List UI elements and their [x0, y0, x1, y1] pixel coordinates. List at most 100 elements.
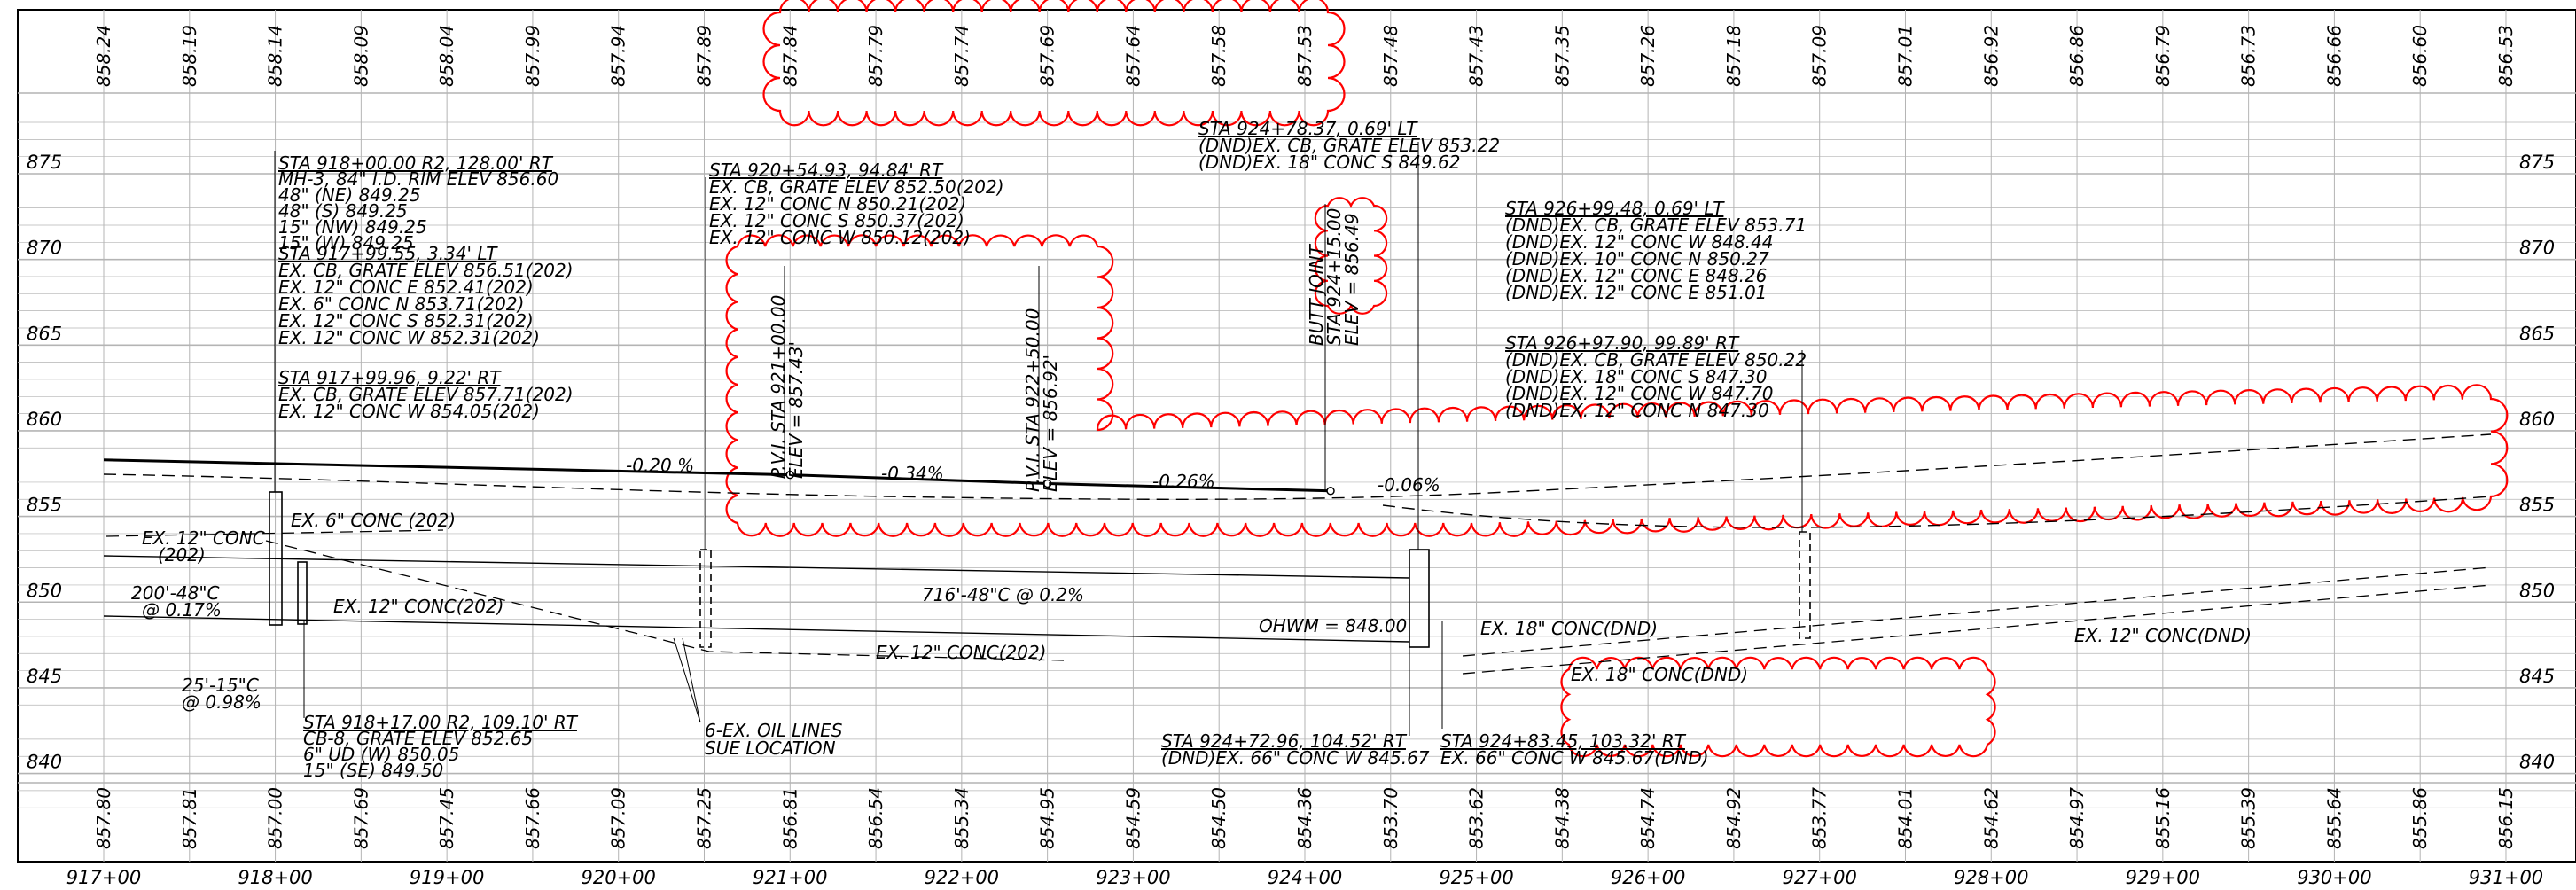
station-label: 922+00: [925, 867, 999, 888]
grade-label: -0.20 %: [626, 455, 694, 476]
top-elevation-label: 857.89: [693, 25, 714, 87]
elevation-label-right: 850: [2519, 580, 2555, 601]
bottom-elevation-label: 857.00: [265, 787, 286, 849]
revision-cloud-top: [762, 0, 1346, 127]
top-elevation-label: 857.53: [1294, 25, 1315, 87]
bottom-elevation-label: 856.15: [2495, 787, 2517, 849]
structure-cb8: [297, 561, 308, 625]
bottom-elevation-label: 857.25: [693, 787, 714, 849]
callout-cb-917-99-55-line: EX. 12" CONC E 852.41(202): [278, 277, 534, 298]
callout-cb-924-78-line: STA 924+78.37, 0.69' LT: [1198, 118, 1418, 139]
top-elevation-label: 856.79: [2152, 25, 2174, 87]
pipe-label: EX. 18" CONC(DND): [1480, 618, 1658, 639]
grade-label: -0.06%: [1378, 474, 1440, 496]
callout-mh3-line: 15" (W) 849.25: [278, 232, 414, 254]
station-label: 928+00: [1954, 867, 2028, 888]
bottom-elevation-label: 854.62: [1980, 787, 2002, 849]
callout-cb-917-99-55-line: EX. 6" CONC N 853.71(202): [278, 293, 524, 315]
top-elevation-label: 858.09: [350, 25, 371, 87]
pipe-ex18-right: [1462, 584, 2492, 675]
pipe-label: @ 0.98%: [182, 691, 262, 713]
elevation-label-left: 840: [27, 752, 62, 773]
pvi-label: P.V.I. STA 921+00.00: [768, 295, 789, 479]
bottom-elevation-label: 856.81: [779, 787, 800, 849]
station-label: 929+00: [2126, 867, 2200, 888]
leader-line: [673, 637, 701, 723]
bottom-elevation-label: 857.80: [93, 787, 114, 849]
callout-cb-917-99-96-line: EX. 12" CONC W 854.05(202): [278, 401, 540, 422]
callout-cb-917-99-96-line: STA 917+99.96, 9.22' RT: [278, 367, 502, 388]
station-label: 926+00: [1611, 867, 1685, 888]
grade-label: -0.26%: [1152, 471, 1215, 492]
bottom-elevation-label: 857.66: [522, 787, 543, 849]
callout-mh3-line: MH-3, 84" I.D. RIM ELEV 856.60: [278, 168, 558, 190]
top-elevation-label: 857.01: [1894, 25, 1916, 87]
callout-cb-926-97-line: (DND)EX. CB, GRATE ELEV 850.22: [1505, 349, 1807, 371]
existing-ground-line-lower: [1382, 496, 2492, 528]
sheet-border: [17, 9, 2576, 863]
pipe-label: 716'-48"C @ 0.2%: [922, 584, 1084, 605]
top-elevation-label: 856.66: [2323, 25, 2345, 87]
bottom-elevation-label: 855.64: [2323, 787, 2345, 849]
callout-cb-926-99-line: (DND)EX. 12" CONC E 848.26: [1505, 265, 1767, 286]
callout-cb-926-97-line: (DND)EX. 12" CONC N 847.30: [1505, 400, 1769, 421]
bottom-elevation-label: 854.92: [1723, 787, 1745, 849]
bottom-elevation-label: 857.09: [608, 787, 629, 849]
pipe-ex12-mid: [265, 540, 1065, 661]
callout-cb-920-54-line: EX. CB, GRATE ELEV 852.50(202): [709, 176, 1004, 198]
pipe-label: EX. 12" CONC(202): [333, 596, 503, 617]
bottom-elevation-label: 854.97: [2066, 787, 2088, 849]
callout-cb8-line: 6" UD (W) 850.05: [303, 744, 459, 765]
top-elevation-label: 858.14: [265, 25, 286, 87]
pipe-label: 25'-15"C: [182, 675, 259, 696]
callout-cb8-line: 15" (SE) 849.50: [303, 760, 443, 781]
pipe-label: EX. 12" CONC(202): [876, 642, 1046, 663]
butt-joint-label: STA 924+15.00: [1323, 208, 1345, 346]
callout-st-924-72-line: STA 924+72.96, 104.52' RT: [1161, 730, 1408, 752]
pvi-elev-label: ELEV = 857.43': [785, 341, 807, 479]
callout-st-924-83-line: STA 924+83.45, 103.32' RT: [1440, 730, 1687, 752]
structure-924: [1409, 549, 1430, 648]
callout-mh3-line: 15" (NW) 849.25: [278, 216, 427, 238]
grade-label: -0.34%: [881, 463, 944, 484]
pvi-point: [1326, 487, 1335, 496]
pvi-elev-label: ELEV = 856.92': [1040, 355, 1061, 492]
top-elevation-label: 857.69: [1037, 25, 1058, 87]
elevation-label-right: 865: [2519, 323, 2555, 344]
butt-joint-label: BUTT JOINT: [1306, 243, 1327, 346]
station-label: 918+00: [238, 867, 312, 888]
callout-cb-917-99-55-line: EX. 12" CONC S 852.31(202): [278, 310, 534, 332]
pipe-label: OHWM = 848.00: [1259, 615, 1407, 636]
top-elevation-label: 856.73: [2238, 25, 2260, 87]
callout-st-924-83-line: EX. 66" CONC W 845.67(DND): [1440, 747, 1709, 769]
callout-cb-917-99-55-line: EX. 12" CONC W 852.31(202): [278, 327, 540, 348]
top-elevation-label: 856.60: [2409, 25, 2431, 87]
bottom-elevation-label: 853.70: [1380, 787, 1401, 849]
callout-cb-920-54-line: EX. 12" CONC W 850.12(202): [709, 227, 971, 248]
top-elevation-label: 856.86: [2066, 25, 2088, 87]
bottom-elevation-label: 854.74: [1637, 787, 1659, 849]
callout-cb-926-97-line: (DND)EX. 12" CONC W 847.70: [1505, 383, 1774, 404]
top-elevation-label: 857.09: [1809, 25, 1831, 87]
station-label: 927+00: [1782, 867, 1856, 888]
drawing-marks: [103, 0, 2509, 758]
revision-cloud-lower: [1560, 656, 1996, 758]
station-label: 923+00: [1096, 867, 1170, 888]
pipe-label: 6-EX. OIL LINES: [705, 720, 843, 741]
bottom-elevation-label: 853.77: [1809, 787, 1831, 849]
pvi-label: P.V.I. STA 922+50.00: [1022, 308, 1043, 492]
structure-920: [699, 549, 712, 648]
callout-cb-926-99-line: (DND)EX. 12" CONC W 848.44: [1505, 231, 1774, 253]
pipe-label: 200'-48"C: [131, 582, 220, 604]
bottom-elevation-label: 854.36: [1294, 787, 1315, 849]
callout-cb-920-54-line: EX. 12" CONC N 850.21(202): [709, 193, 966, 215]
callout-cb-926-97-line: (DND)EX. 18" CONC S 847.30: [1505, 366, 1767, 387]
top-elevation-label: 857.99: [522, 25, 543, 87]
top-elevation-label: 857.18: [1723, 25, 1745, 87]
callout-cb-926-99-line: (DND)EX. 12" CONC E 851.01: [1505, 282, 1767, 303]
existing-ground-line: [103, 433, 2492, 500]
top-elevation-label: 857.84: [779, 25, 800, 87]
top-elevation-label: 858.24: [93, 25, 114, 87]
callout-cb-920-54-line: STA 920+54.93, 94.84' RT: [709, 160, 944, 181]
